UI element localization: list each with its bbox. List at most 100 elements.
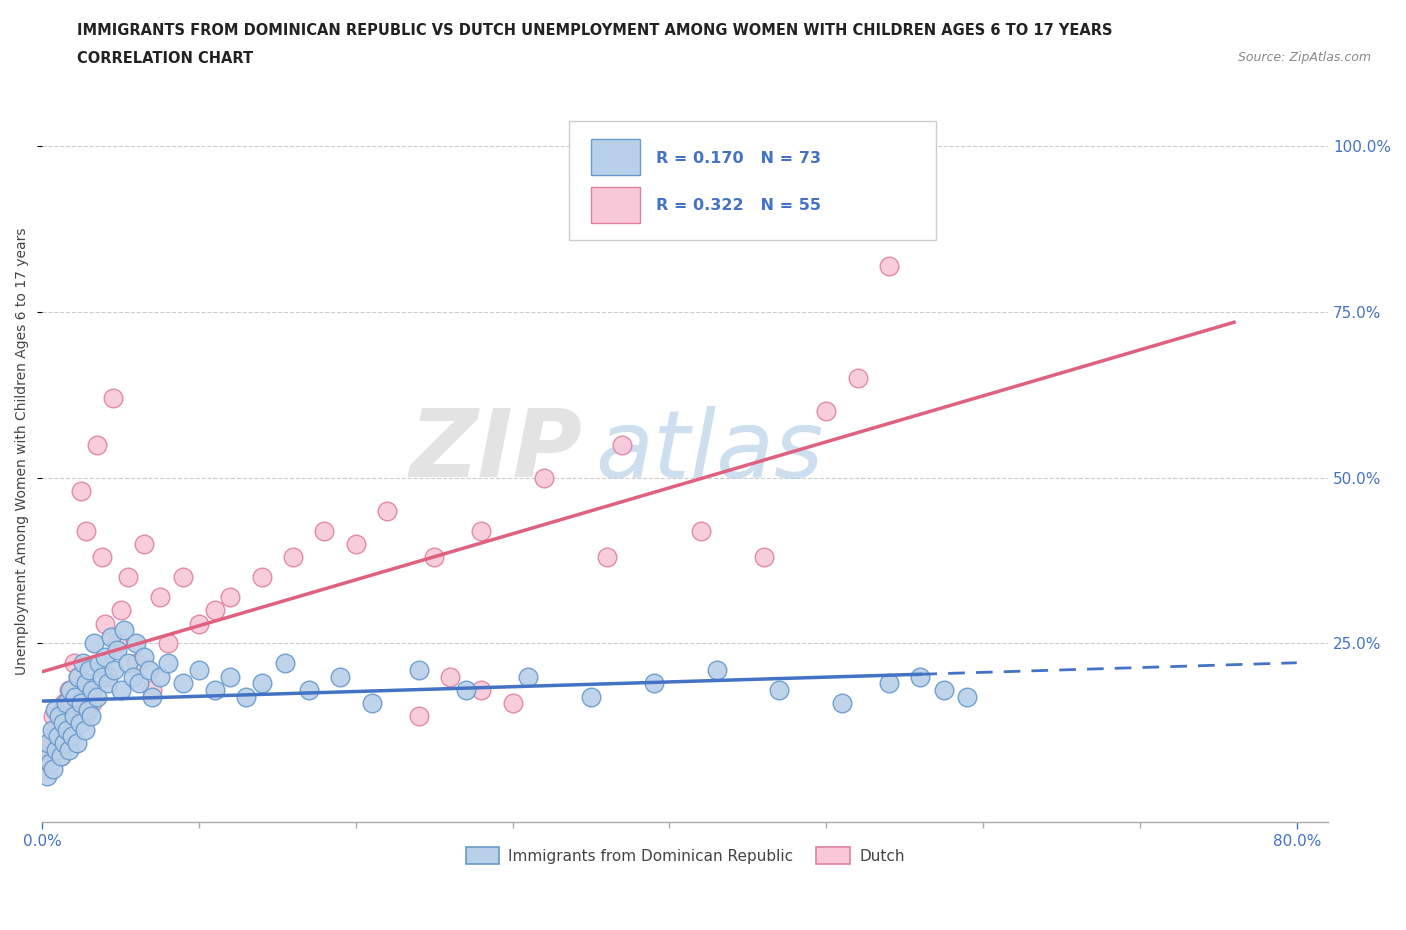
Point [439,670,461,684]
Point [188,662,211,677]
Point [72,656,94,671]
Point [62,656,84,671]
Point [94,617,117,631]
Point [82,683,104,698]
Point [112,623,135,638]
Point [274,656,297,671]
Point [107,643,129,658]
Text: IMMIGRANTS FROM DOMINICAN REPUBLIC VS DUTCH UNEMPLOYMENT AMONG WOMEN WITH CHILDR: IMMIGRANTS FROM DOMINICAN REPUBLIC VS DU… [77,23,1112,38]
Point [250,676,273,691]
Point [596,550,619,565]
Point [204,683,226,698]
Point [63,689,86,704]
Point [82,696,104,711]
Point [125,636,148,651]
Text: R = 0.170   N = 73: R = 0.170 N = 73 [655,151,821,166]
Point [360,696,382,711]
Point [172,570,194,585]
Point [107,636,129,651]
Point [314,524,336,538]
Point [423,550,446,565]
Point [910,670,932,684]
Point [579,689,602,704]
Point [344,537,367,551]
Point [156,656,179,671]
Point [502,696,524,711]
Point [59,683,82,698]
Point [37,736,59,751]
Point [877,676,900,691]
Point [86,689,108,704]
Point [67,670,90,684]
Point [149,670,172,684]
Point [39,749,62,764]
Point [66,736,89,751]
Point [53,696,76,711]
Point [55,696,77,711]
Point [87,656,110,671]
Point [689,524,711,538]
Point [83,636,105,651]
Point [517,670,540,684]
Point [117,656,139,671]
Text: R = 0.322   N = 55: R = 0.322 N = 55 [655,198,821,213]
Point [956,689,979,704]
Point [75,524,97,538]
Point [100,630,122,644]
Point [60,729,83,744]
Point [156,636,179,651]
Point [752,550,775,565]
Text: ZIP: ZIP [409,405,582,498]
Point [138,662,160,677]
Point [141,689,163,704]
Point [408,662,430,677]
Point [34,762,56,777]
Legend: Immigrants from Dominican Republic, Dutch: Immigrants from Dominican Republic, Dutc… [460,841,911,870]
Point [35,768,58,783]
Point [250,570,273,585]
Text: CORRELATION CHART: CORRELATION CHART [77,51,253,66]
Point [53,736,76,751]
Point [110,603,132,618]
Point [39,755,62,770]
Point [56,723,79,737]
Point [134,649,156,664]
Point [94,649,117,664]
Point [877,259,900,273]
Point [67,670,90,684]
Point [70,484,93,498]
Point [90,550,112,565]
Point [75,676,97,691]
Bar [592,140,640,175]
Point [70,696,93,711]
Point [204,603,226,618]
Point [128,676,150,691]
Point [125,656,148,671]
Point [298,683,321,698]
Point [73,709,96,724]
Point [533,471,555,485]
Point [846,371,869,386]
Point [41,723,63,737]
Point [58,683,80,698]
Point [815,404,838,418]
Point [66,696,89,711]
Point [172,676,194,691]
Text: atlas: atlas [595,405,824,497]
Point [454,683,477,698]
Bar [592,187,640,222]
Point [103,662,125,677]
Point [470,683,492,698]
Point [49,749,72,764]
Point [48,709,70,724]
Point [149,590,172,604]
Point [134,537,156,551]
Point [831,696,853,711]
Point [141,683,163,698]
Point [110,683,132,698]
Point [55,709,77,724]
Y-axis label: Unemployment Among Women with Children Ages 6 to 17 years: Unemployment Among Women with Children A… [15,228,30,675]
Point [706,662,728,677]
Point [69,715,91,730]
Point [122,670,145,684]
